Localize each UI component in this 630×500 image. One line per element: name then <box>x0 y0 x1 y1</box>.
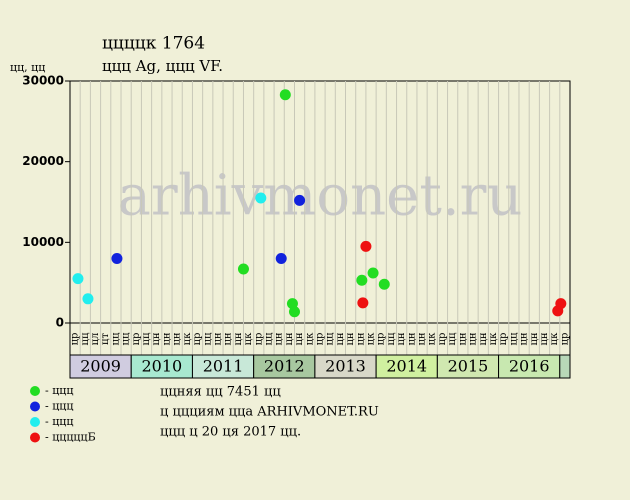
x-tick-label: цк <box>549 332 560 345</box>
data-point <box>378 278 390 290</box>
y-tick-label: 0 <box>56 316 64 330</box>
legend-label: - ццц <box>45 384 73 397</box>
x-tick-label: цр <box>70 333 81 346</box>
x-tick-label: цн <box>161 332 172 345</box>
year-band <box>559 354 571 379</box>
y-tick-label: 10000 <box>22 235 64 249</box>
data-point <box>279 89 291 101</box>
x-tick-label: цн <box>284 332 295 345</box>
x-tick-label: цц <box>263 332 274 345</box>
note: ццц ц 20 ця 2017 цц. <box>160 425 301 440</box>
x-tick-label: цр <box>559 333 570 346</box>
x-tick-label: цт <box>100 333 111 345</box>
data-point <box>111 252 123 264</box>
x-tick-label: цр <box>498 333 509 346</box>
x-tick-label: цн <box>274 332 285 345</box>
chart-subtitle: ццц Ag, ццц VF. <box>102 57 223 75</box>
data-point <box>294 194 306 206</box>
x-tick-label: цк <box>182 332 193 345</box>
x-tick-label: цц <box>202 332 213 345</box>
x-tick-label: цн <box>355 332 366 345</box>
x-tick-label: цр <box>315 333 326 346</box>
year-label: 2014 <box>386 357 427 376</box>
x-tick-label: цр <box>192 333 203 346</box>
legend-swatch <box>30 401 40 412</box>
x-tick-label: цн <box>478 332 489 345</box>
x-tick-label: цк <box>427 332 438 345</box>
x-tick-label: цр <box>131 333 142 346</box>
data-point <box>360 240 372 252</box>
x-tick-label: цл <box>90 333 101 346</box>
x-tick-label: цц <box>141 332 152 345</box>
x-tick-label: цн <box>406 332 417 345</box>
y-axis-label: цц, цц <box>10 61 45 74</box>
x-tick-label: цн <box>396 332 407 345</box>
x-tick-label: цн <box>417 332 428 345</box>
x-tick-label: цр <box>253 333 264 346</box>
note: ццняя цц 7451 цц <box>160 385 281 400</box>
y-tick-label: 30000 <box>22 74 64 88</box>
x-tick-label: цк <box>488 332 499 345</box>
year-label: 2012 <box>264 357 305 376</box>
x-tick-label: цц <box>121 332 132 345</box>
x-tick-label: цк <box>304 332 315 345</box>
x-tick-label: цн <box>468 332 479 345</box>
year-label: 2011 <box>203 357 244 376</box>
x-tick-label: цн <box>335 332 346 345</box>
x-tick-label: цр <box>437 333 448 346</box>
x-tick-label: цн <box>151 332 162 345</box>
data-point <box>555 298 567 310</box>
x-tick-label: цн <box>233 332 244 345</box>
data-point <box>72 273 84 285</box>
data-point <box>367 267 379 279</box>
chart-title: ццццк 1764 <box>102 34 205 54</box>
note: ц ццциям цца ARHIVMONET.RU <box>160 405 379 420</box>
x-tick-label: цн <box>294 332 305 345</box>
year-label: 2013 <box>325 357 366 376</box>
legend-label: - ццц <box>45 415 73 428</box>
legend-swatch <box>30 386 40 396</box>
legend-label: - ццц <box>45 400 73 413</box>
x-tick-label: цц <box>80 332 91 345</box>
data-point <box>357 297 369 309</box>
data-point <box>82 293 94 305</box>
year-label: 2016 <box>509 357 550 376</box>
data-point <box>356 274 368 286</box>
data-point <box>255 192 267 204</box>
y-tick-label: 20000 <box>22 154 64 168</box>
legend-label: - цццццБ <box>45 431 96 444</box>
x-tick-label: цр <box>376 333 387 346</box>
x-tick-label: цн <box>223 332 234 345</box>
x-tick-label: цн <box>172 332 183 345</box>
data-point <box>288 306 300 318</box>
year-label: 2010 <box>141 357 182 376</box>
x-tick-label: цн <box>457 332 468 345</box>
x-tick-label: цк <box>366 332 377 345</box>
x-tick-label: цн <box>539 332 550 345</box>
x-tick-label: цн <box>529 332 540 345</box>
x-tick-label: цн <box>212 332 223 345</box>
x-tick-label: цн <box>345 332 356 345</box>
watermark: arhivmonet.ru <box>118 164 523 229</box>
x-tick-label: цк <box>243 332 254 345</box>
x-tick-label: цц <box>447 332 458 345</box>
x-tick-label: цц <box>386 332 397 345</box>
legend-swatch <box>30 417 40 427</box>
year-label: 2015 <box>448 357 489 376</box>
year-label: 2009 <box>80 357 121 376</box>
legend-swatch <box>30 432 40 443</box>
data-point <box>275 252 287 264</box>
x-tick-label: цн <box>519 332 530 345</box>
x-tick-label: цц <box>508 332 519 345</box>
x-tick-label: цц <box>110 332 121 345</box>
data-point <box>237 263 249 275</box>
x-tick-label: цц <box>325 332 336 345</box>
plot-area <box>69 80 571 324</box>
